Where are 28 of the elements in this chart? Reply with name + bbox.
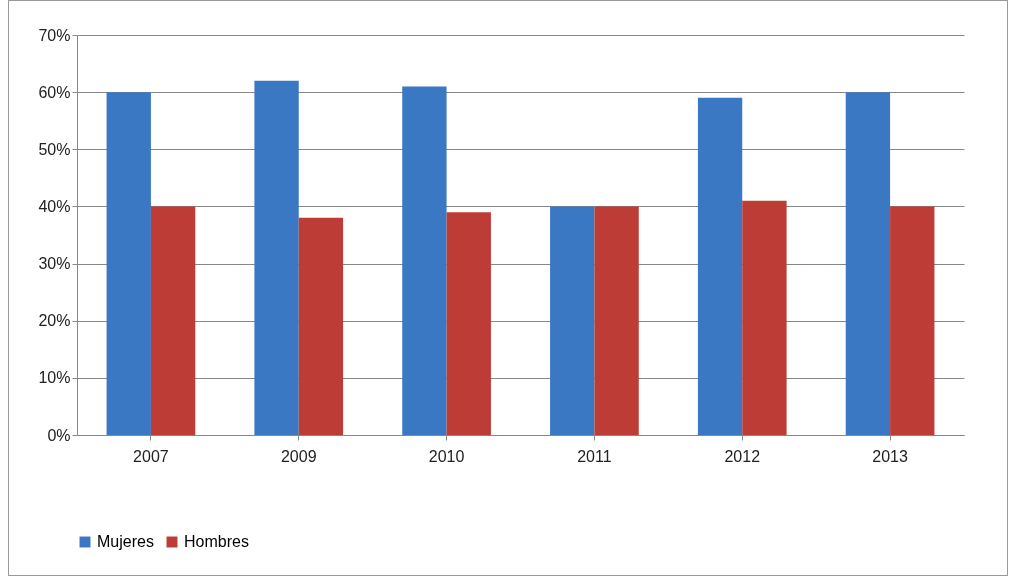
x-tick-label: 2010 <box>428 447 465 465</box>
bar <box>254 80 299 435</box>
bar <box>890 206 935 435</box>
y-tick-label: 20% <box>38 312 71 330</box>
y-tick-label: 60% <box>38 83 71 101</box>
x-tick-label: 2013 <box>872 447 908 465</box>
legend-label: Mujeres <box>97 533 154 550</box>
y-tick-label: 40% <box>38 197 71 215</box>
x-tick-label: 2007 <box>133 447 169 465</box>
bar <box>550 206 595 435</box>
bar <box>742 200 787 435</box>
bar <box>594 206 639 435</box>
y-tick-label: 30% <box>38 255 71 273</box>
bar <box>402 86 447 435</box>
x-tick-label: 2012 <box>724 447 761 465</box>
x-tick-label: 2011 <box>577 447 612 465</box>
bar <box>106 92 151 435</box>
legend-label: Hombres <box>184 533 249 550</box>
y-tick-label: 0% <box>47 426 71 444</box>
bar <box>697 97 743 435</box>
bar <box>845 92 891 435</box>
y-tick-label: 10% <box>38 369 71 387</box>
y-tick-label: 70% <box>38 26 71 44</box>
bar <box>446 212 491 435</box>
bar <box>150 206 196 435</box>
x-tick-label: 2009 <box>280 447 317 465</box>
y-tick-label: 50% <box>38 140 71 158</box>
bar <box>298 217 344 435</box>
